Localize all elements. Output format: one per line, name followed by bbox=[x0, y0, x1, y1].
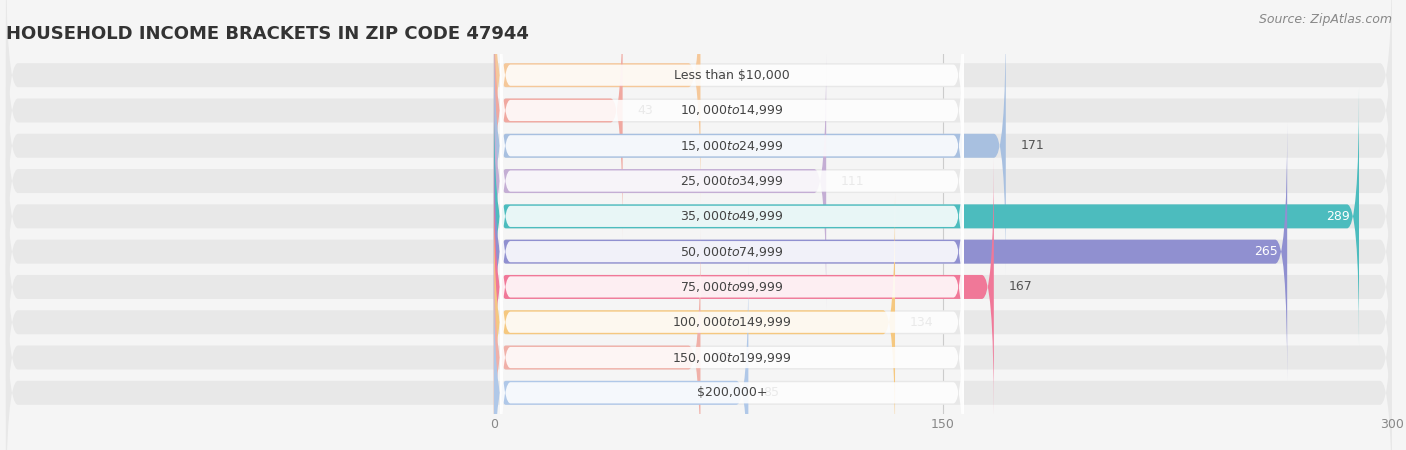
FancyBboxPatch shape bbox=[501, 174, 965, 400]
FancyBboxPatch shape bbox=[494, 52, 827, 310]
Text: $50,000 to $74,999: $50,000 to $74,999 bbox=[681, 245, 783, 259]
Text: 167: 167 bbox=[1008, 280, 1032, 293]
Text: 69: 69 bbox=[716, 69, 731, 82]
Text: Less than $10,000: Less than $10,000 bbox=[673, 69, 790, 82]
Text: $35,000 to $49,999: $35,000 to $49,999 bbox=[681, 209, 783, 223]
FancyBboxPatch shape bbox=[501, 68, 965, 294]
Text: $15,000 to $24,999: $15,000 to $24,999 bbox=[681, 139, 783, 153]
FancyBboxPatch shape bbox=[494, 122, 1286, 381]
FancyBboxPatch shape bbox=[494, 193, 896, 450]
FancyBboxPatch shape bbox=[6, 17, 1392, 275]
FancyBboxPatch shape bbox=[494, 17, 1005, 275]
Text: 134: 134 bbox=[910, 316, 934, 329]
FancyBboxPatch shape bbox=[6, 193, 1392, 450]
FancyBboxPatch shape bbox=[494, 87, 1360, 346]
Text: $75,000 to $99,999: $75,000 to $99,999 bbox=[681, 280, 783, 294]
FancyBboxPatch shape bbox=[501, 209, 965, 435]
Text: 289: 289 bbox=[1326, 210, 1350, 223]
FancyBboxPatch shape bbox=[6, 264, 1392, 450]
FancyBboxPatch shape bbox=[494, 158, 994, 416]
Text: 265: 265 bbox=[1254, 245, 1278, 258]
FancyBboxPatch shape bbox=[501, 245, 965, 450]
FancyBboxPatch shape bbox=[494, 228, 700, 450]
Text: 111: 111 bbox=[841, 175, 865, 188]
Text: $10,000 to $14,999: $10,000 to $14,999 bbox=[681, 104, 783, 117]
FancyBboxPatch shape bbox=[6, 158, 1392, 416]
Text: 69: 69 bbox=[716, 351, 731, 364]
FancyBboxPatch shape bbox=[6, 122, 1392, 381]
FancyBboxPatch shape bbox=[501, 104, 965, 329]
FancyBboxPatch shape bbox=[501, 280, 965, 450]
FancyBboxPatch shape bbox=[501, 139, 965, 364]
FancyBboxPatch shape bbox=[6, 87, 1392, 346]
Text: 171: 171 bbox=[1021, 139, 1045, 152]
FancyBboxPatch shape bbox=[501, 0, 965, 223]
Text: 85: 85 bbox=[763, 386, 779, 399]
FancyBboxPatch shape bbox=[494, 0, 700, 204]
Text: Source: ZipAtlas.com: Source: ZipAtlas.com bbox=[1258, 14, 1392, 27]
Text: 43: 43 bbox=[637, 104, 654, 117]
FancyBboxPatch shape bbox=[6, 0, 1392, 204]
FancyBboxPatch shape bbox=[6, 228, 1392, 450]
FancyBboxPatch shape bbox=[494, 0, 623, 240]
Text: HOUSEHOLD INCOME BRACKETS IN ZIP CODE 47944: HOUSEHOLD INCOME BRACKETS IN ZIP CODE 47… bbox=[6, 25, 529, 43]
Text: $200,000+: $200,000+ bbox=[696, 386, 768, 399]
FancyBboxPatch shape bbox=[6, 0, 1392, 240]
FancyBboxPatch shape bbox=[501, 33, 965, 259]
Text: $25,000 to $34,999: $25,000 to $34,999 bbox=[681, 174, 783, 188]
FancyBboxPatch shape bbox=[6, 52, 1392, 310]
FancyBboxPatch shape bbox=[501, 0, 965, 188]
FancyBboxPatch shape bbox=[494, 264, 748, 450]
Text: $100,000 to $149,999: $100,000 to $149,999 bbox=[672, 315, 792, 329]
Text: $150,000 to $199,999: $150,000 to $199,999 bbox=[672, 351, 792, 364]
